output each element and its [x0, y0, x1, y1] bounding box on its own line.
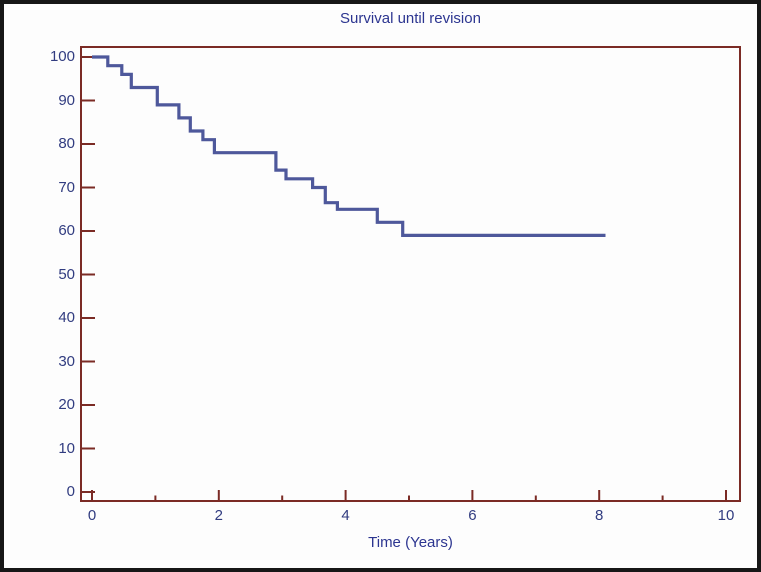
chart-title: Survival until revision [340, 10, 481, 27]
plot-frame [80, 46, 741, 502]
y-axis-ticks [82, 56, 95, 493]
survival-curve [92, 55, 606, 237]
x-axis-title: Time (Years) [368, 534, 453, 551]
plot-svg [80, 46, 741, 502]
x-axis-ticks [91, 490, 727, 501]
